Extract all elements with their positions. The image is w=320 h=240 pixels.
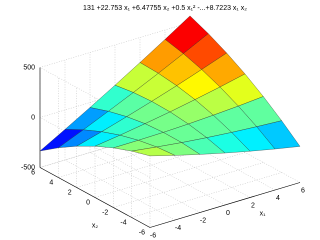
x-tick-label: 0 xyxy=(226,210,230,217)
grid-line xyxy=(89,52,201,213)
z-tick-label: 500 xyxy=(23,64,35,71)
chart-title: 131 +22.753 x₁ +6.47755 x₂ +0.5 x₁² -...… xyxy=(83,5,247,12)
x-tick-label: 4 xyxy=(276,195,280,202)
grid-line xyxy=(58,77,209,178)
x-tick-label: -2 xyxy=(200,217,206,224)
x-tick-label: -4 xyxy=(175,225,181,232)
y-tick-label: -2 xyxy=(102,209,108,216)
y-tick-label: 2 xyxy=(68,189,72,196)
y-axis-label: x₂ xyxy=(92,222,99,229)
grid-line xyxy=(149,127,301,228)
y-tick-label: -4 xyxy=(120,219,126,226)
y-tick-label: -6 xyxy=(139,229,145,236)
y-tick-label: 6 xyxy=(31,169,35,176)
axis-line xyxy=(149,182,301,228)
x-tick-label: 6 xyxy=(301,187,305,194)
x-axis-label: x₁ xyxy=(260,211,267,218)
x-tick-label: -6 xyxy=(150,232,156,239)
y-tick-label: 4 xyxy=(49,179,53,186)
surface-patch xyxy=(131,146,176,157)
x-tick-label: 2 xyxy=(251,202,255,209)
z-tick-label: 0 xyxy=(31,114,35,121)
y-tick-label: 0 xyxy=(86,199,90,206)
axis-line xyxy=(39,167,151,228)
z-tick-label: -500 xyxy=(21,164,35,171)
